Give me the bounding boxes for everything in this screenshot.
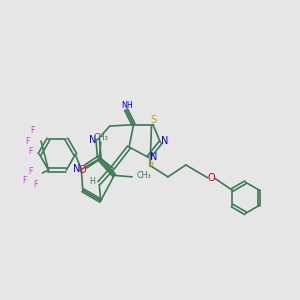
Text: F: F: [28, 147, 33, 156]
Text: F: F: [28, 167, 33, 176]
Text: H: H: [90, 177, 96, 186]
Text: F: F: [30, 126, 34, 135]
Text: CH₃: CH₃: [136, 171, 151, 180]
Text: F: F: [25, 136, 30, 146]
Text: S: S: [150, 115, 156, 124]
Text: NH: NH: [122, 101, 134, 110]
Text: O: O: [207, 173, 215, 183]
Text: N: N: [161, 136, 169, 146]
Text: F: F: [33, 180, 37, 189]
Text: N: N: [73, 164, 80, 174]
Text: N: N: [150, 152, 158, 163]
Text: N: N: [89, 134, 96, 145]
Text: S: S: [147, 158, 153, 168]
Text: CH₃: CH₃: [94, 133, 109, 142]
Text: O: O: [78, 165, 86, 175]
Text: F: F: [22, 176, 27, 185]
